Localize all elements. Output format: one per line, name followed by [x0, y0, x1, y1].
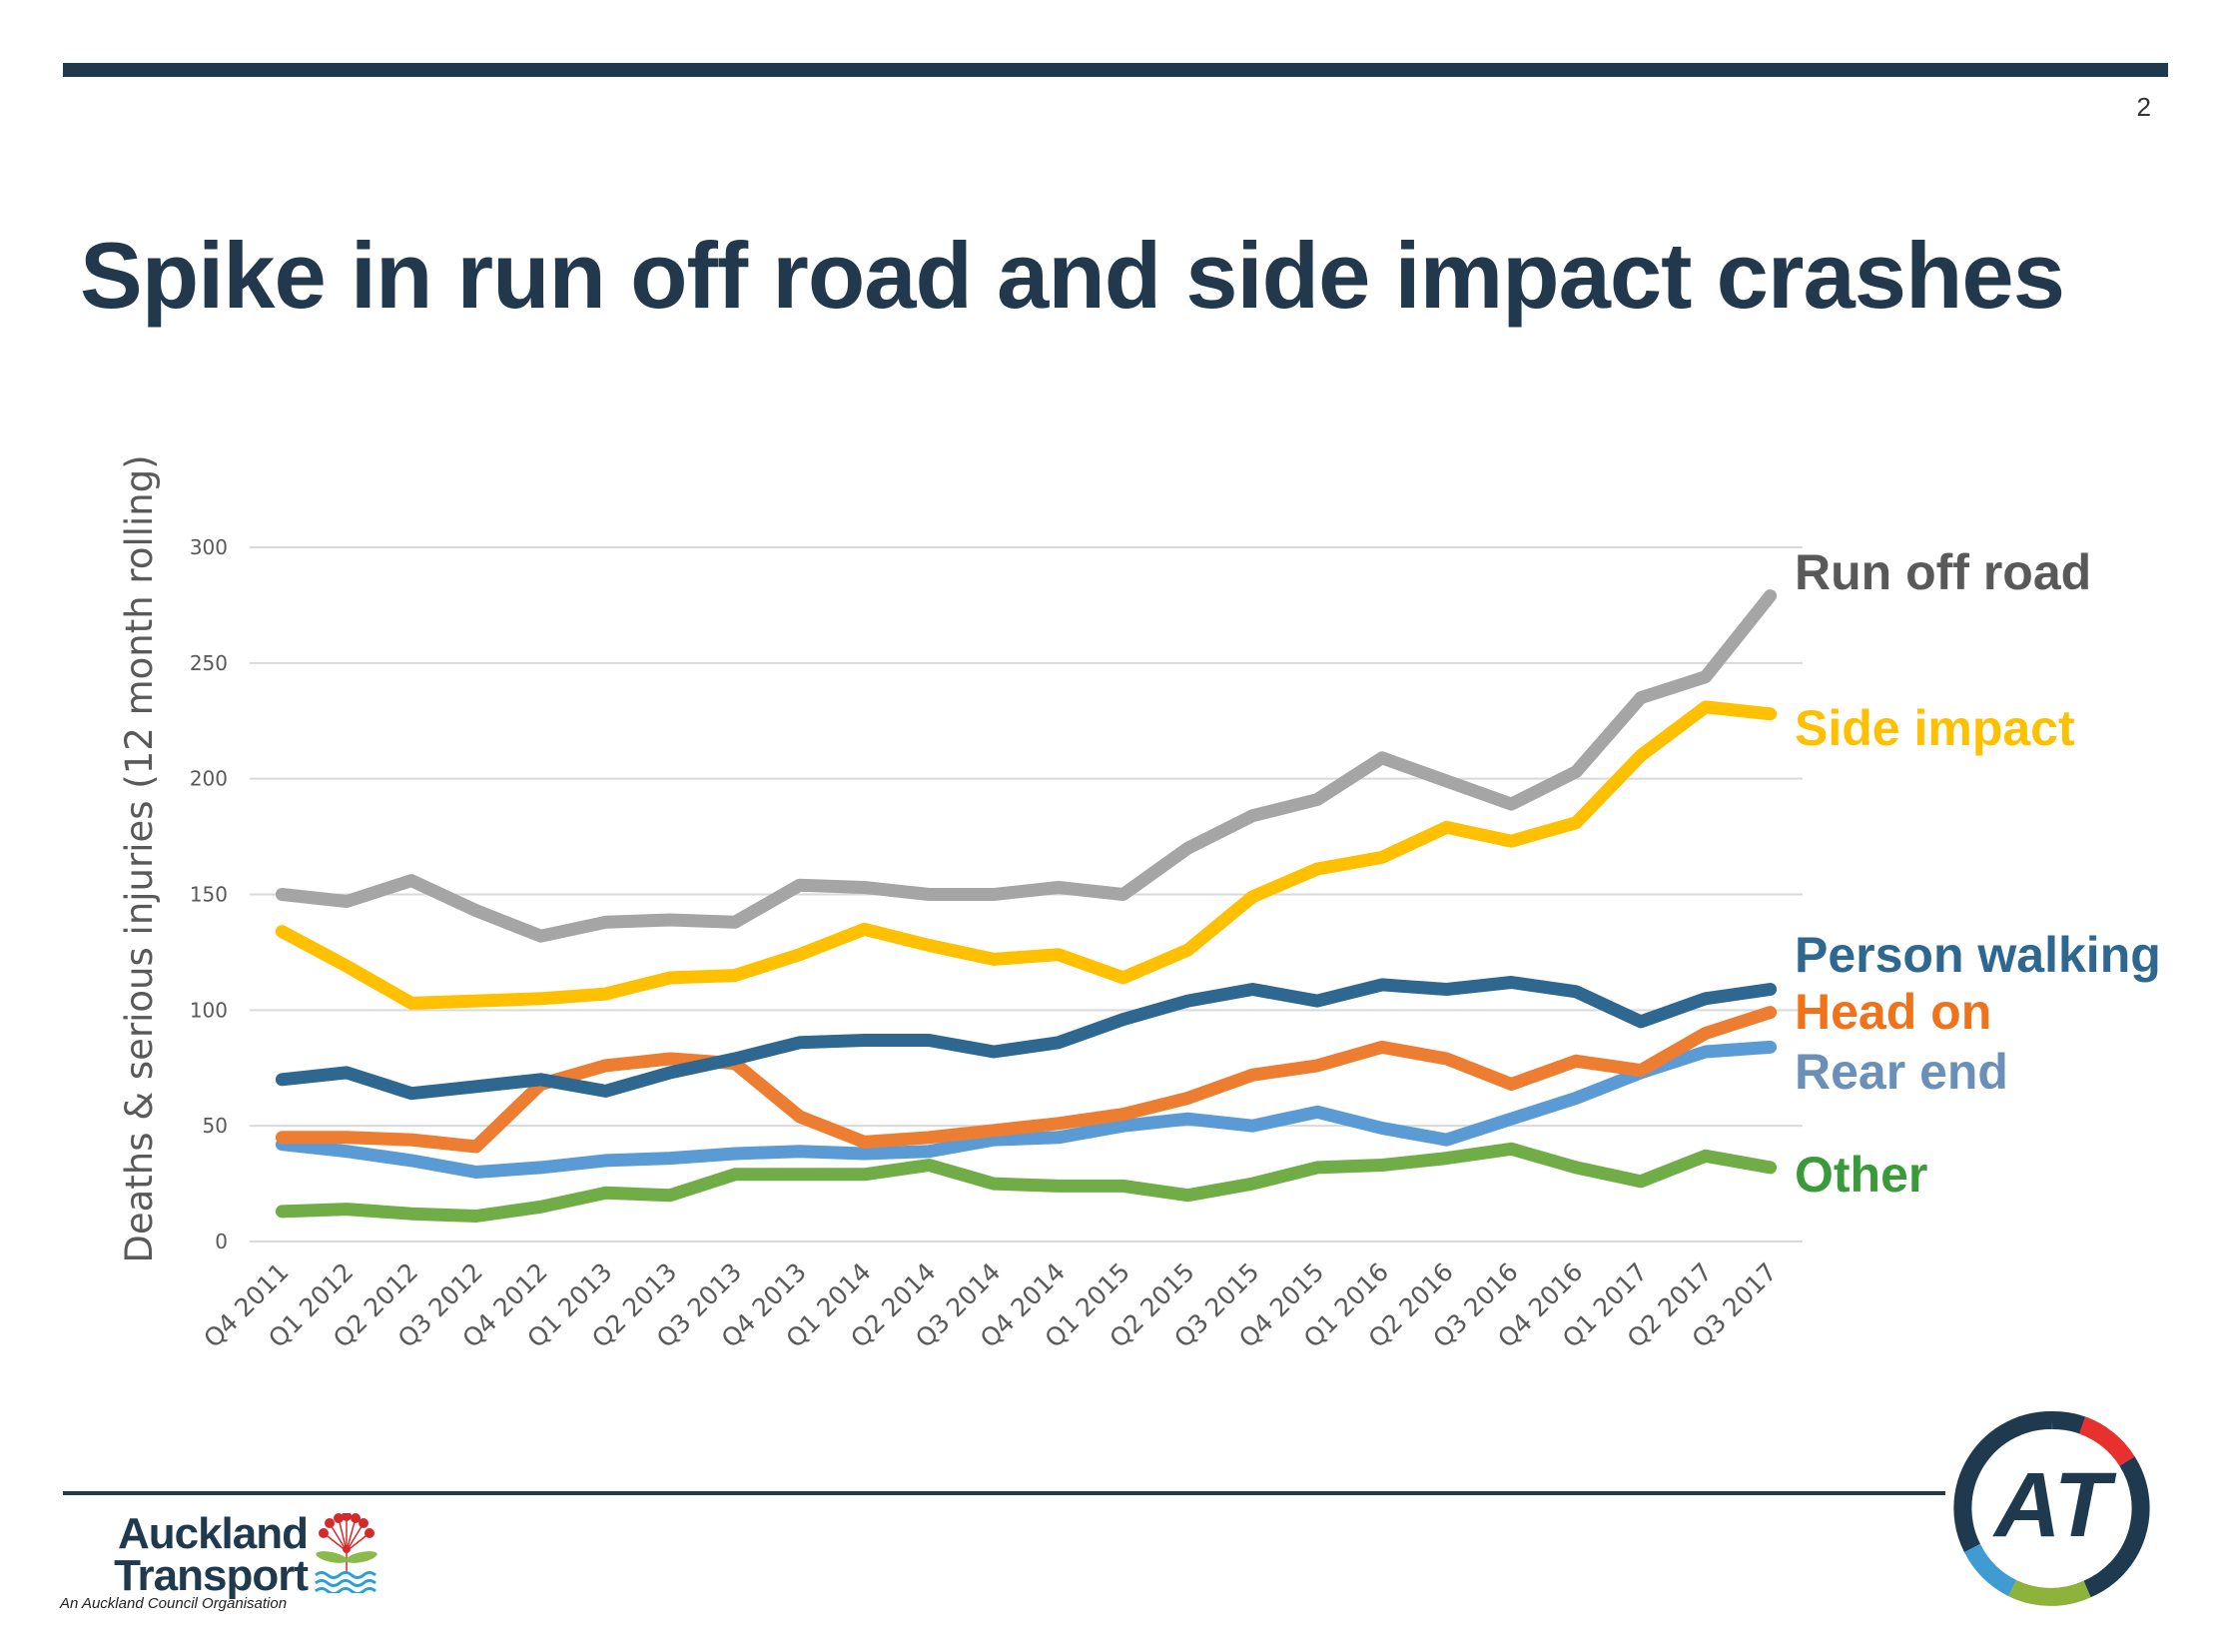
- series-line-other: [275, 1142, 1778, 1223]
- logo-line-2: Transport: [114, 1551, 309, 1600]
- page-number: 2: [2136, 92, 2151, 122]
- series-line-side-impact: [275, 700, 1778, 1010]
- y-axis-label: Deaths & serious injuries (12 month roll…: [118, 454, 161, 1262]
- at-roundel-logo: AT: [1953, 1410, 2150, 1606]
- series-line-person-walking: [275, 976, 1778, 1101]
- footer-rule: [63, 1491, 1945, 1495]
- pohutukawa-flower-icon: [315, 1513, 377, 1593]
- y-tick-label: 100: [190, 998, 228, 1022]
- y-tick-labels: 0 50 100 150 200 250 300: [190, 535, 228, 1253]
- series-label-rear-end: Rear end: [1795, 1044, 2008, 1100]
- y-tick-label: 300: [190, 535, 228, 559]
- series-label-person-walking: Person walking: [1795, 927, 2161, 983]
- header-rule: [63, 63, 2168, 77]
- y-tick-label: 50: [203, 1114, 228, 1138]
- y-tick-label: 250: [190, 651, 228, 675]
- logo-line-1: Auckland: [117, 1509, 309, 1558]
- roundel-letters: AT: [1992, 1454, 2117, 1556]
- series-line-run-off-road: [275, 589, 1778, 943]
- series-labels: Run off road Side impact Person walkingHea…: [1795, 544, 2161, 1203]
- series-label-run-off-road: Run off road: [1795, 544, 2091, 600]
- series-line-rear-end: [275, 1040, 1778, 1179]
- y-tick-label: 150: [190, 883, 228, 907]
- series-label-other: Other: [1795, 1147, 1927, 1203]
- series-label-head-on: Head on: [1795, 984, 1991, 1040]
- series-lines: [275, 589, 1778, 1223]
- logo-subtitle: An Auckland Council Organisation: [60, 1595, 288, 1612]
- y-tick-label: 0: [215, 1230, 228, 1253]
- slide-title: Spike in run off road and side impact cr…: [80, 223, 2065, 328]
- y-tick-label: 200: [190, 767, 228, 791]
- series-line-head-on: [275, 1006, 1778, 1154]
- auckland-transport-wordmark: Auckland Transport: [110, 1509, 309, 1600]
- series-label-side-impact: Side impact: [1795, 700, 2075, 756]
